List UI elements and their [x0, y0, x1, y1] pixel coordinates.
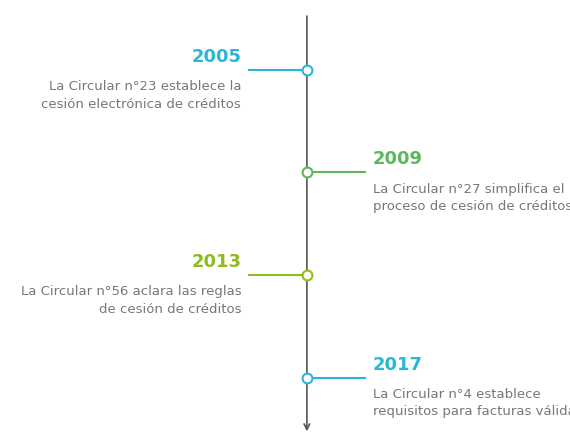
Point: [302, 272, 311, 279]
Text: La Circular n°56 aclara las reglas
de cesión de créditos: La Circular n°56 aclara las reglas de ce…: [21, 285, 241, 316]
Text: 2017: 2017: [373, 356, 422, 373]
Text: 2013: 2013: [191, 253, 241, 271]
Text: 2009: 2009: [373, 150, 422, 168]
Point: [302, 66, 311, 73]
Point: [302, 169, 311, 176]
Text: La Circular n°27 simplifica el
proceso de cesión de créditos: La Circular n°27 simplifica el proceso d…: [373, 183, 570, 213]
Text: La Circular n°23 establece la
cesión electrónica de créditos: La Circular n°23 establece la cesión ele…: [42, 80, 241, 110]
Point: [302, 374, 311, 381]
Text: 2005: 2005: [191, 48, 241, 66]
Text: La Circular n°4 establece
requisitos para facturas válidas: La Circular n°4 establece requisitos par…: [373, 388, 570, 419]
